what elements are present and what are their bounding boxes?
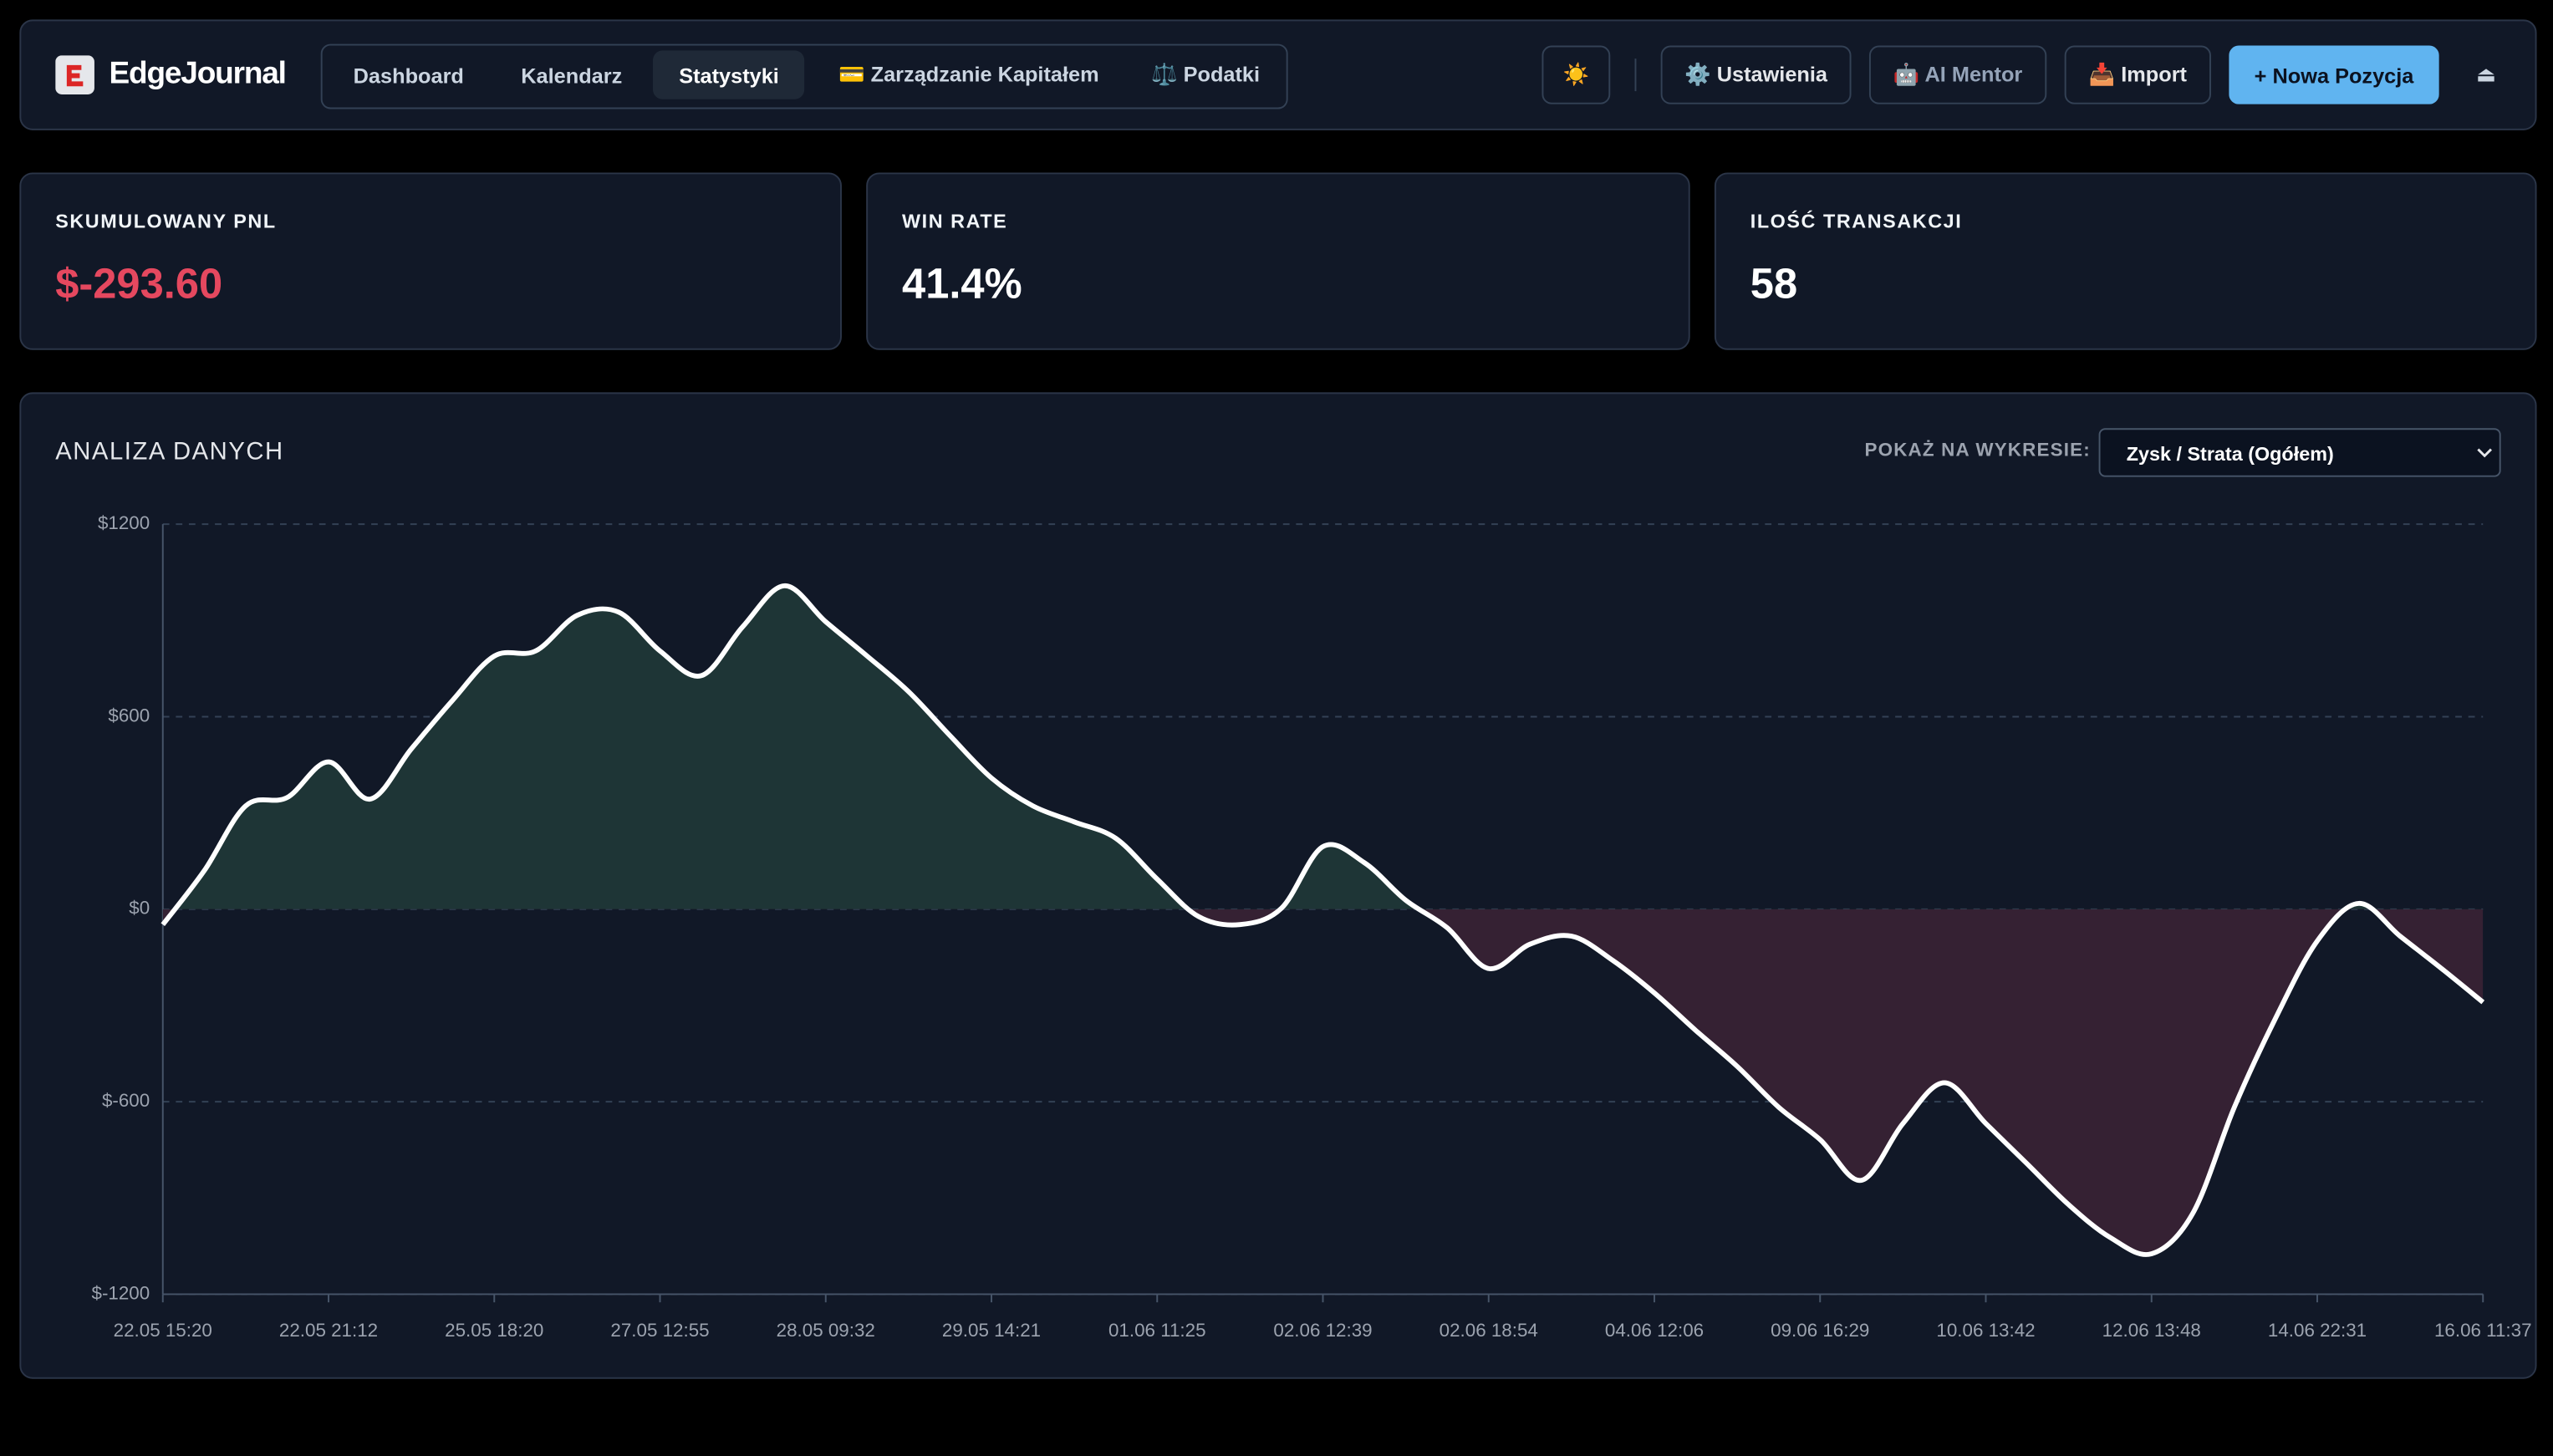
nav-item-active[interactable]: Statystyki <box>653 50 805 99</box>
nav-bar <box>320 43 1288 109</box>
logo-icon <box>55 55 94 94</box>
stat-card: SKUMULOWANY PNL $-293.60 <box>19 172 842 350</box>
import-button[interactable]: 📥 Import <box>2064 45 2211 104</box>
stat-label: WIN RATE <box>902 210 1008 233</box>
nav-item[interactable]: Dashboard <box>353 62 464 88</box>
divider <box>1634 59 1637 92</box>
stat-card: WIN RATE 41.4% <box>866 172 1690 350</box>
new-position-button[interactable]: + Nowa Pozycja <box>2229 45 2439 104</box>
select-value: Zysk / Strata (Ogółem) <box>2126 442 2334 466</box>
panel-title: ANALIZA DANYCH <box>55 437 284 466</box>
select-chevron <box>2477 448 2493 458</box>
nav-item[interactable]: Kalendarz <box>521 62 623 88</box>
select-label: POKAŻ NA WYKRESIE: <box>1864 440 2091 461</box>
settings-button[interactable]: ⚙️ Ustawienia <box>1660 45 1852 104</box>
stat-label: ILOŚĆ TRANSAKCJI <box>1750 210 1963 233</box>
stat-card: ILOŚĆ TRANSAKCJI 58 <box>1714 172 2537 350</box>
ai-mentor-button[interactable]: 🤖 AI Mentor <box>1868 45 2047 104</box>
theme-toggle[interactable]: ☀️ <box>1541 45 1611 104</box>
logo-text[interactable]: EdgeJournal <box>109 57 286 92</box>
nav-item[interactable]: 💳 Zarządzanie Kapitałem <box>838 62 1099 87</box>
chart-panel: ANALIZA DANYCH POKAŻ NA WYKRESIE: Zysk /… <box>19 392 2537 1379</box>
logout-button[interactable]: ⏏ <box>2476 62 2497 87</box>
nav-item[interactable]: ⚖️ Podatki <box>1151 62 1261 87</box>
stat-label: SKUMULOWANY PNL <box>55 210 277 233</box>
chart-select[interactable]: Zysk / Strata (Ogółem) <box>2098 428 2501 477</box>
stat-value: 58 <box>1750 258 1798 308</box>
stat-value: 41.4% <box>902 258 1022 308</box>
stat-value: $-293.60 <box>55 258 223 308</box>
